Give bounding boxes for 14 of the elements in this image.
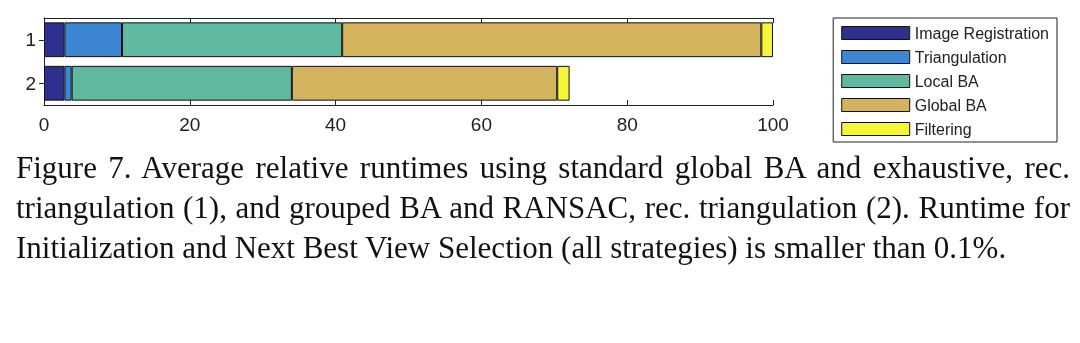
x-tick-label: 0 <box>38 114 50 135</box>
legend-label: Triangulation <box>914 48 1007 66</box>
x-tick-label: 40 <box>325 114 347 135</box>
legend-label: Filtering <box>914 120 972 138</box>
legend-label: Global BA <box>914 96 988 114</box>
caption: Figure 7. Average relative runtimes using standard global BA and exhaustive, rec. triangulation (1), and grouped BA and RANSAC, rec. triangulation (2). Runtime for Initialization and Next Best View Selection (all strategies) is smaller than 0.1%. <box>15 149 1071 267</box>
legend-label: Image Registration <box>914 24 1050 42</box>
y-tick-label: 2 <box>25 72 36 94</box>
x-tick-label: 60 <box>470 114 492 135</box>
y-tick-label: 1 <box>25 29 36 51</box>
x-tick-label: 20 <box>179 114 201 135</box>
legend-label: Local BA <box>914 72 980 90</box>
x-tick-label: 100 <box>757 114 789 135</box>
x-tick-label: 80 <box>616 114 638 135</box>
